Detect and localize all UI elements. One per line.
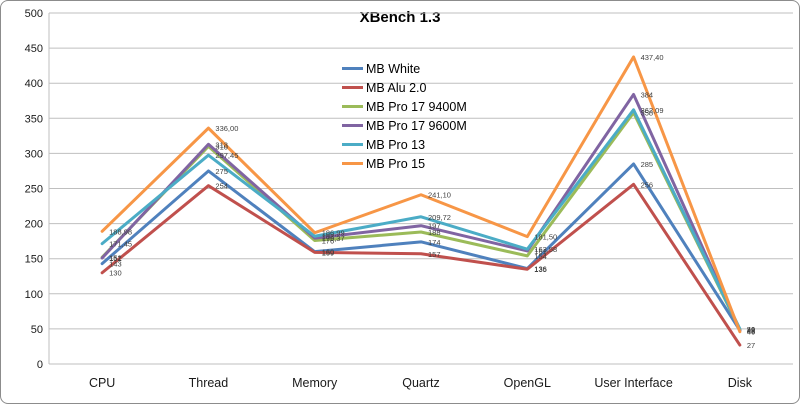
legend-line-swatch (342, 124, 363, 127)
x-axis-category-label: Quartz (402, 376, 440, 390)
point-label: 241,10 (428, 191, 451, 200)
point-label: 256 (641, 180, 654, 189)
point-label: 157 (428, 250, 441, 259)
point-label: 186,99 (322, 229, 345, 238)
point-label: 171,45 (109, 240, 132, 249)
point-label: 179,37 (322, 234, 345, 243)
x-axis-category-label: User Interface (594, 376, 673, 390)
point-label: 254 (215, 182, 228, 191)
point-label: 161 (534, 247, 547, 256)
point-label: 136 (534, 265, 547, 274)
point-label: 143 (109, 260, 122, 269)
x-axis-category-label: CPU (89, 376, 115, 390)
point-label: 135 (534, 265, 547, 274)
y-axis-tick-label: 250 (25, 184, 43, 196)
point-label: 209,72 (428, 213, 451, 222)
point-label: 174 (428, 238, 441, 247)
x-axis-category-label: Thread (189, 376, 229, 390)
legend-entry-mb-pro-17-9600m: MB Pro 17 9600M (342, 118, 467, 133)
point-label: 275 (215, 167, 228, 176)
point-label: 48 (747, 326, 755, 335)
point-label: 197 (428, 222, 441, 231)
legend-label: MB White (366, 61, 421, 76)
legend-entry-mb-alu-2-0: MB Alu 2.0 (342, 80, 467, 95)
x-axis-category-label: Memory (292, 376, 338, 390)
point-label: 358 (641, 109, 654, 118)
point-label: 160 (322, 248, 335, 257)
point-label: 181,50 (534, 233, 557, 242)
series-line-mb-white (100, 162, 742, 332)
legend-line-swatch (342, 105, 363, 108)
y-axis-tick-label: 0 (37, 359, 43, 371)
y-axis-tick-label: 50 (31, 324, 43, 336)
point-label: 152 (109, 253, 122, 262)
chart-legend: MB White MB Alu 2.0 MB Pro 17 9400M MB Pro … (342, 61, 467, 171)
y-axis-tick-label: 500 (25, 8, 43, 20)
series-line-mb-pro-15 (100, 55, 742, 334)
legend-line-swatch (342, 143, 363, 146)
point-label: 188,98 (109, 227, 132, 236)
point-label: 50 (747, 325, 755, 334)
legend-entry-mb-pro-17-9400m: MB Pro 17 9400M (342, 99, 467, 114)
y-axis-tick-label: 200 (25, 219, 43, 231)
legend-entry-mb-white: MB White (342, 61, 467, 76)
y-axis-tick-label: 400 (25, 78, 43, 90)
point-label: 130 (109, 269, 122, 278)
legend-line-swatch (342, 86, 363, 89)
legend-label: MB Pro 13 (366, 137, 426, 152)
legend-entry-mb-pro-15: MB Pro 15 (342, 156, 467, 171)
point-label: 48 (747, 326, 755, 335)
legend-label: MB Pro 17 9600M (366, 118, 467, 133)
point-label: 27 (747, 341, 755, 350)
point-label: 176 (322, 236, 335, 245)
series-line-mb-alu-2-0 (100, 182, 742, 347)
point-label: 163,58 (534, 245, 557, 254)
point-label: 182 (322, 232, 335, 241)
y-axis-tick-label: 100 (25, 289, 43, 301)
y-axis-tick-label: 300 (25, 148, 43, 160)
legend-label: MB Pro 17 9400M (366, 99, 467, 114)
legend-label: MB Alu 2.0 (366, 80, 427, 95)
point-label: 297,45 (215, 151, 238, 160)
point-label: 49 (747, 326, 755, 335)
point-label: 154 (534, 252, 547, 261)
point-label: 285 (641, 160, 654, 169)
legend-label: MB Pro 15 (366, 156, 426, 171)
x-axis-category-label: OpenGL (504, 376, 551, 390)
point-label: 336,00 (215, 124, 238, 133)
legend-entry-mb-pro-13: MB Pro 13 (342, 137, 467, 152)
point-label: 151 (109, 254, 122, 263)
y-axis-tick-label: 350 (25, 113, 43, 125)
point-label: 384 (641, 90, 654, 99)
x-axis-category-label: Disk (728, 376, 753, 390)
point-label: 437,40 (641, 53, 664, 62)
legend-line-swatch (342, 67, 363, 70)
point-label: 313 (215, 140, 228, 149)
point-label: 362,09 (641, 106, 664, 115)
legend-line-swatch (342, 162, 363, 165)
series-line-mb-pro-13 (100, 108, 742, 331)
y-axis-tick-label: 450 (25, 43, 43, 55)
y-axis-tick-label: 150 (25, 254, 43, 266)
point-label: 46 (747, 328, 755, 337)
series-line-mb-pro-17-9600m (100, 92, 742, 332)
point-label: 159 (322, 248, 335, 257)
point-label: 188 (428, 228, 441, 237)
point-label: 310 (215, 142, 228, 151)
